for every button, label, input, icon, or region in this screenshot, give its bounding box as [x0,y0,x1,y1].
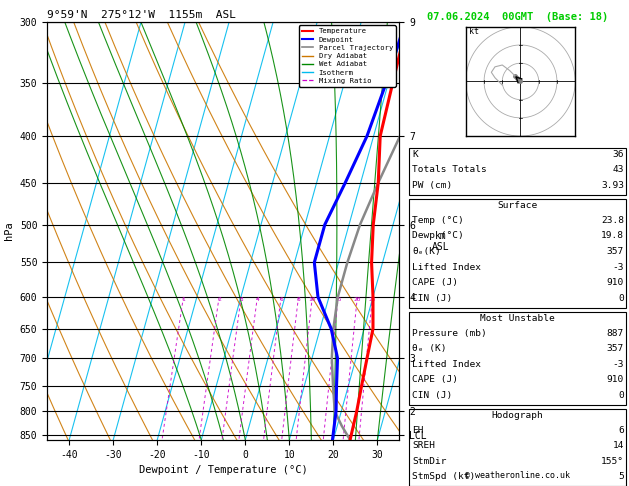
Y-axis label: hPa: hPa [4,222,14,240]
Text: 43: 43 [613,165,624,174]
Text: © weatheronline.co.uk: © weatheronline.co.uk [465,471,570,480]
Text: Lifted Index: Lifted Index [412,360,481,369]
Text: Totals Totals: Totals Totals [412,165,487,174]
Text: SREH: SREH [412,441,435,451]
Text: Dewp (°C): Dewp (°C) [412,231,464,241]
Text: 19.8: 19.8 [601,231,624,241]
Text: Pressure (mb): Pressure (mb) [412,329,487,338]
Text: Most Unstable: Most Unstable [480,314,555,323]
Text: 910: 910 [607,278,624,287]
Text: 15: 15 [335,297,342,302]
Text: 155°: 155° [601,457,624,466]
Text: CAPE (J): CAPE (J) [412,278,458,287]
X-axis label: Dewpoint / Temperature (°C): Dewpoint / Temperature (°C) [139,465,308,475]
Text: 3.93: 3.93 [601,181,624,190]
Text: 8: 8 [297,297,301,302]
Text: 07.06.2024  00GMT  (Base: 18): 07.06.2024 00GMT (Base: 18) [426,12,608,22]
Text: StmDir: StmDir [412,457,447,466]
Legend: Temperature, Dewpoint, Parcel Trajectory, Dry Adiabat, Wet Adiabat, Isotherm, Mi: Temperature, Dewpoint, Parcel Trajectory… [299,25,396,87]
Text: 9°59'N  275°12'W  1155m  ASL: 9°59'N 275°12'W 1155m ASL [47,10,236,20]
Text: 1: 1 [182,297,186,302]
Text: 23.8: 23.8 [601,216,624,225]
Text: PW (cm): PW (cm) [412,181,452,190]
Text: 36: 36 [613,150,624,159]
Text: 357: 357 [607,247,624,256]
Text: Temp (°C): Temp (°C) [412,216,464,225]
Text: 5: 5 [618,472,624,482]
Text: θₑ (K): θₑ (K) [412,344,447,353]
Text: θₑ(K): θₑ(K) [412,247,441,256]
Text: 357: 357 [607,344,624,353]
Text: -3: -3 [613,360,624,369]
Text: Lifted Index: Lifted Index [412,262,481,272]
Text: 14: 14 [613,441,624,451]
Text: 10: 10 [309,297,316,302]
Text: CAPE (J): CAPE (J) [412,375,458,384]
Text: Hodograph: Hodograph [491,411,543,420]
Text: EH: EH [412,426,423,435]
Text: 6: 6 [279,297,283,302]
Y-axis label: km
ASL: km ASL [432,231,450,252]
Text: 20: 20 [353,297,361,302]
Text: -3: -3 [613,262,624,272]
Text: 25: 25 [369,297,376,302]
Text: StmSpd (kt): StmSpd (kt) [412,472,476,482]
Text: 887: 887 [607,329,624,338]
Text: 3: 3 [239,297,243,302]
Text: kt: kt [469,27,479,36]
Text: 2: 2 [217,297,221,302]
Text: CIN (J): CIN (J) [412,294,452,303]
Text: 0: 0 [618,391,624,400]
Text: 4: 4 [255,297,259,302]
Text: Surface: Surface [498,201,537,210]
Text: CIN (J): CIN (J) [412,391,452,400]
Text: K: K [412,150,418,159]
Text: 6: 6 [618,426,624,435]
Text: 0: 0 [618,294,624,303]
Text: 910: 910 [607,375,624,384]
